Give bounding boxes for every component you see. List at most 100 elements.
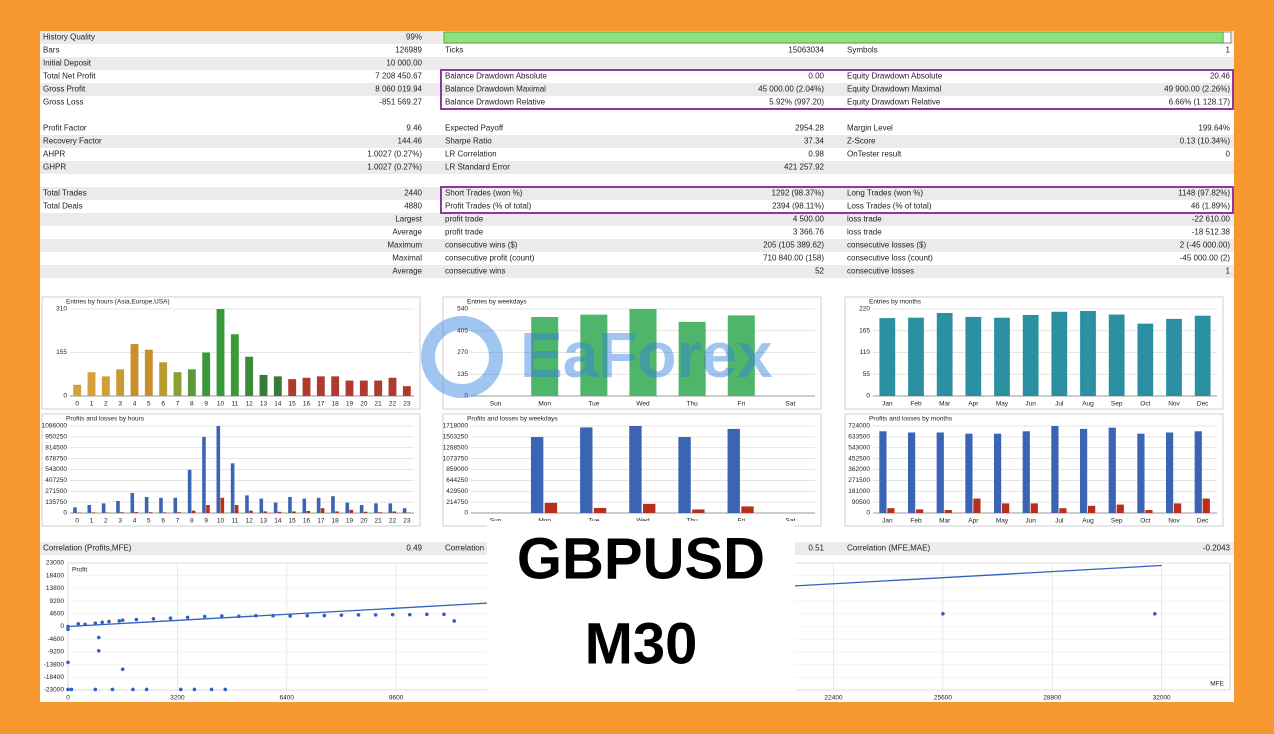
y-tick-label: -4600 — [47, 636, 64, 643]
bar — [1174, 503, 1182, 513]
bar — [345, 502, 350, 513]
bar — [216, 426, 221, 513]
y-tick-label: 633500 — [848, 434, 870, 441]
x-tick-label: 18 — [332, 518, 340, 525]
row-band — [40, 187, 1234, 200]
bar — [1108, 427, 1116, 513]
bar — [692, 509, 705, 513]
x-tick-label: 14 — [274, 401, 282, 408]
y-tick-label: 271500 — [45, 488, 67, 495]
cell-label: profit trade — [445, 228, 484, 237]
scatter-point — [185, 615, 190, 620]
bar — [273, 502, 278, 513]
bar — [130, 344, 139, 396]
x-tick-label: Apr — [968, 401, 979, 408]
bar — [392, 511, 397, 513]
cell-value: 10 000.00 — [386, 59, 422, 68]
y-tick-label: -23000 — [44, 687, 65, 694]
x-tick-label: Mon — [538, 401, 551, 408]
bar — [678, 437, 691, 513]
cell-label: consecutive wins ($) — [445, 241, 518, 250]
x-tick-label: 9 — [204, 401, 208, 408]
report-table: History Quality 99% Bars 126989 Ticks 1506303… — [40, 31, 1234, 278]
scatter-point — [69, 687, 74, 692]
bar — [1022, 314, 1039, 396]
x-tick-label: 5 — [147, 401, 151, 408]
cell-label: Gross Loss — [43, 98, 83, 107]
scatter-point — [131, 687, 135, 692]
bar — [230, 334, 239, 396]
bar — [879, 318, 896, 396]
row-band — [40, 83, 1234, 96]
x-tick-label: 21 — [375, 518, 383, 525]
x-tick-label: 22 — [389, 401, 397, 408]
bar — [144, 496, 149, 513]
scatter-point — [66, 687, 70, 692]
x-tick-label: Tue — [588, 401, 599, 408]
scatter-point — [93, 687, 98, 692]
bar — [531, 317, 559, 396]
x-tick-label: 19 — [346, 401, 354, 408]
cell-label: OnTester result — [847, 150, 902, 159]
bar — [359, 504, 364, 513]
scatter-point — [144, 687, 149, 692]
bar — [101, 503, 106, 513]
bar — [580, 427, 593, 513]
y-tick-label: 678750 — [45, 455, 67, 462]
y-tick-label: 1073750 — [443, 455, 469, 462]
scatter-point — [223, 687, 228, 692]
x-tick-label: 23 — [403, 518, 411, 525]
charts: Entries by hours (Asia,Europe,USA)015531… — [41, 296, 1224, 527]
scatter-point — [322, 613, 327, 618]
x-tick-label: Sun — [490, 401, 502, 408]
x-tick-label: 9600 — [389, 695, 404, 702]
cell-value: 1 — [1226, 46, 1231, 55]
bar — [1194, 431, 1202, 513]
cell-label: loss trade — [847, 215, 882, 224]
bar — [349, 509, 354, 513]
bar — [993, 433, 1002, 513]
x-tick-label: May — [996, 518, 1009, 525]
x-tick-label: 20 — [360, 401, 368, 408]
bar — [302, 377, 311, 396]
scatter-point — [339, 613, 344, 617]
bar — [187, 369, 196, 396]
scatter-point — [120, 618, 125, 622]
y-tick-label: 1503250 — [443, 434, 469, 441]
y-tick-label: 9200 — [50, 598, 65, 605]
cell-label: Short Trades (won %) — [445, 189, 523, 198]
x-tick-label: 14 — [274, 518, 282, 525]
cell-value: -22 610.00 — [1192, 215, 1231, 224]
scatter-point — [254, 613, 258, 618]
y-tick-label: 23000 — [46, 560, 64, 567]
bar — [277, 511, 282, 513]
cell-value: 205 (105 389.62) — [763, 241, 824, 250]
y-tick-label: 135750 — [45, 499, 67, 506]
y-tick-label: 4600 — [50, 611, 65, 618]
x-axis-label: MFE — [1210, 681, 1224, 688]
x-tick-label: 20 — [360, 518, 368, 525]
scatter-point — [202, 614, 207, 619]
x-tick-label: 6400 — [279, 695, 294, 702]
y-tick-label: 165 — [859, 327, 870, 334]
cell-label: consecutive losses ($) — [847, 241, 926, 250]
bar — [87, 504, 92, 513]
cell-value: -18 512.38 — [1192, 228, 1231, 237]
cell-value: 15063034 — [788, 46, 824, 55]
row-band — [40, 213, 1234, 226]
cell-label: Equity Drawdown Maximal — [847, 85, 941, 94]
x-tick-label: May — [996, 401, 1009, 408]
x-tick-label: Jul — [1055, 401, 1064, 408]
cell-value: 5.92% (997.20) — [769, 98, 824, 107]
bar — [120, 512, 124, 513]
cell-label: profit trade — [445, 215, 484, 224]
y-tick-label: 405 — [457, 327, 468, 334]
bar — [374, 380, 383, 396]
bar — [908, 317, 924, 396]
cell-label: consecutive loss (count) — [847, 254, 933, 263]
x-tick-label: Sep — [1111, 401, 1123, 408]
scatter-point — [100, 620, 104, 625]
bar — [234, 504, 239, 513]
cell-value: 1148 (97.82%) — [1178, 189, 1230, 198]
